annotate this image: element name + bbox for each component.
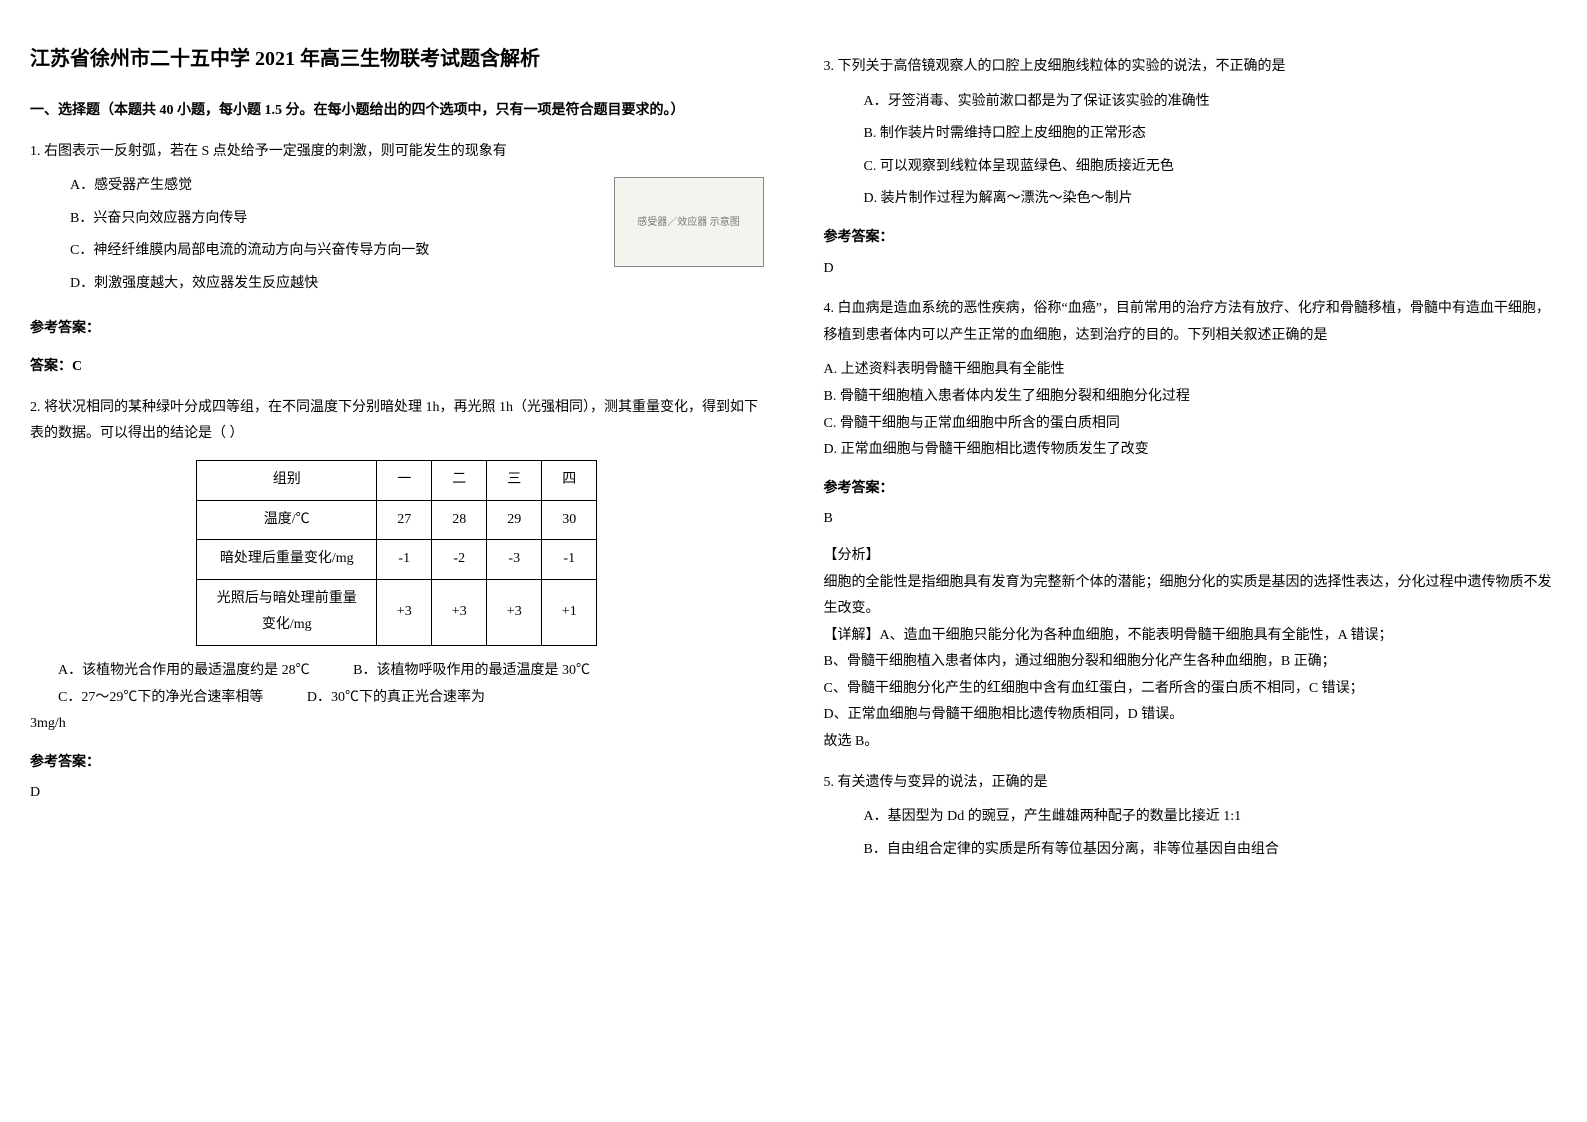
q1-answer: 答案：C xyxy=(30,354,764,381)
q4-conclusion: 故选 B。 xyxy=(824,729,1558,756)
cell: 三 xyxy=(487,460,542,500)
q1-figure: 感受器／效应器 示意图 xyxy=(614,177,764,267)
cell: +3 xyxy=(432,579,487,645)
right-column: 3. 下列关于高倍镜观察人的口腔上皮细胞线粒体的实验的说法，不正确的是 A．牙签… xyxy=(824,40,1558,869)
cell: -3 xyxy=(487,540,542,580)
q3-option-b: B. 制作装片时需维持口腔上皮细胞的正常形态 xyxy=(864,121,1558,148)
q4-detail: 【详解】A、造血干细胞只能分化为各种血细胞，不能表明骨髓干细胞具有全能性，A 错… xyxy=(824,623,1558,650)
q5-option-a: A．基因型为 Dd 的豌豆，产生雌雄两种配子的数量比接近 1:1 xyxy=(864,804,1558,831)
q1-answer-heading: 参考答案： xyxy=(30,316,764,343)
cell: -1 xyxy=(542,540,597,580)
table-row: 组别 一 二 三 四 xyxy=(197,460,597,500)
q4-answer: B xyxy=(824,506,1558,533)
q4-analysis: 细胞的全能性是指细胞具有发育为完整新个体的潜能；细胞分化的实质是基因的选择性表达… xyxy=(824,570,1558,623)
q3-answer-heading: 参考答案： xyxy=(824,225,1558,252)
q2-data-table: 组别 一 二 三 四 温度/℃ 27 28 29 30 暗处理后重量变化/mg … xyxy=(196,460,597,646)
q3-option-c: C. 可以观察到线粒体呈现蓝绿色、细胞质接近无色 xyxy=(864,154,1558,181)
reflex-arc-diagram: 感受器／效应器 示意图 xyxy=(614,177,764,267)
left-column: 江苏省徐州市二十五中学 2021 年高三生物联考试题含解析 一、选择题（本题共 … xyxy=(30,40,764,869)
q4-detail-heading: 【详解】 xyxy=(824,628,880,643)
section-1-heading: 一、选择题（本题共 40 小题，每小题 1.5 分。在每小题给出的四个选项中，只… xyxy=(30,98,764,125)
cell: 28 xyxy=(432,500,487,540)
q4-option-d: D. 正常血细胞与骨髓干细胞相比遗传物质发生了改变 xyxy=(824,437,1558,464)
q2-option-b: B．该植物呼吸作用的最适温度是 30℃ xyxy=(353,658,590,685)
q4-detail-d: D、正常血细胞与骨髓干细胞相比遗传物质相同，D 错误。 xyxy=(824,702,1558,729)
q2-answer-heading: 参考答案： xyxy=(30,750,764,777)
q2-answer: D xyxy=(30,780,764,807)
q2-stem: 2. 将状况相同的某种绿叶分成四等组，在不同温度下分别暗处理 1h，再光照 1h… xyxy=(30,395,764,448)
q5-option-b: B．自由组合定律的实质是所有等位基因分离，非等位基因自由组合 xyxy=(864,837,1558,864)
cell: 温度/℃ xyxy=(197,500,377,540)
q4-option-a: A. 上述资料表明骨髓干细胞具有全能性 xyxy=(824,357,1558,384)
q2-options-row2: C．27～29℃下的净光合速率相等 D．30℃下的真正光合速率为 xyxy=(30,685,764,712)
q3-options: A．牙签消毒、实验前漱口都是为了保证该实验的准确性 B. 制作装片时需维持口腔上… xyxy=(824,89,1558,213)
q4-detail-a: A、造血干细胞只能分化为各种血细胞，不能表明骨髓干细胞具有全能性，A 错误； xyxy=(880,628,1393,643)
table-row: 暗处理后重量变化/mg -1 -2 -3 -1 xyxy=(197,540,597,580)
cell: 二 xyxy=(432,460,487,500)
cell: -1 xyxy=(377,540,432,580)
cell: 27 xyxy=(377,500,432,540)
cell: +3 xyxy=(377,579,432,645)
q1-option-d: D．刺激强度越大，效应器发生反应越快 xyxy=(70,271,764,298)
table-row: 光照后与暗处理前重量变化/mg +3 +3 +3 +1 xyxy=(197,579,597,645)
q2-option-a: A．该植物光合作用的最适温度约是 28℃ xyxy=(58,658,310,685)
q4-stem: 4. 白血病是造血系统的恶性疾病，俗称“血癌”，目前常用的治疗方法有放疗、化疗和… xyxy=(824,296,1558,349)
cell: 组别 xyxy=(197,460,377,500)
q3-option-d: D. 装片制作过程为解离～漂洗～染色～制片 xyxy=(864,186,1558,213)
q4-option-b: B. 骨髓干细胞植入患者体内发生了细胞分裂和细胞分化过程 xyxy=(824,384,1558,411)
q2-options-row1: A．该植物光合作用的最适温度约是 28℃ B．该植物呼吸作用的最适温度是 30℃ xyxy=(30,658,764,685)
q4-analysis-heading: 【分析】 xyxy=(824,543,1558,570)
cell: 一 xyxy=(377,460,432,500)
cell: 30 xyxy=(542,500,597,540)
cell: -2 xyxy=(432,540,487,580)
cell: +3 xyxy=(487,579,542,645)
exam-title: 江苏省徐州市二十五中学 2021 年高三生物联考试题含解析 xyxy=(30,40,764,78)
q4-options: A. 上述资料表明骨髓干细胞具有全能性 B. 骨髓干细胞植入患者体内发生了细胞分… xyxy=(824,357,1558,463)
q5-options: A．基因型为 Dd 的豌豆，产生雌雄两种配子的数量比接近 1:1 B．自由组合定… xyxy=(824,804,1558,863)
q3-answer: D xyxy=(824,256,1558,283)
q4-detail-b: B、骨髓干细胞植入患者体内，通过细胞分裂和细胞分化产生各种血细胞，B 正确； xyxy=(824,649,1558,676)
cell: 四 xyxy=(542,460,597,500)
q4-option-c: C. 骨髓干细胞与正常血细胞中所含的蛋白质相同 xyxy=(824,411,1558,438)
q4-answer-heading: 参考答案： xyxy=(824,476,1558,503)
cell: +1 xyxy=(542,579,597,645)
q2-option-d: D．30℃下的真正光合速率为 xyxy=(307,685,485,712)
cell: 光照后与暗处理前重量变化/mg xyxy=(197,579,377,645)
q4-detail-c: C、骨髓干细胞分化产生的红细胞中含有血红蛋白，二者所含的蛋白质不相同，C 错误； xyxy=(824,676,1558,703)
q3-stem: 3. 下列关于高倍镜观察人的口腔上皮细胞线粒体的实验的说法，不正确的是 xyxy=(824,54,1558,81)
table-row: 温度/℃ 27 28 29 30 xyxy=(197,500,597,540)
q5-stem: 5. 有关遗传与变异的说法，正确的是 xyxy=(824,770,1558,797)
q2-option-d-tail: 3mg/h xyxy=(30,711,764,738)
q2-option-c: C．27～29℃下的净光合速率相等 xyxy=(58,685,263,712)
cell: 29 xyxy=(487,500,542,540)
q1-stem: 1. 右图表示一反射弧，若在 S 点处给予一定强度的刺激，则可能发生的现象有 xyxy=(30,139,764,166)
q3-option-a: A．牙签消毒、实验前漱口都是为了保证该实验的准确性 xyxy=(864,89,1558,116)
cell: 暗处理后重量变化/mg xyxy=(197,540,377,580)
